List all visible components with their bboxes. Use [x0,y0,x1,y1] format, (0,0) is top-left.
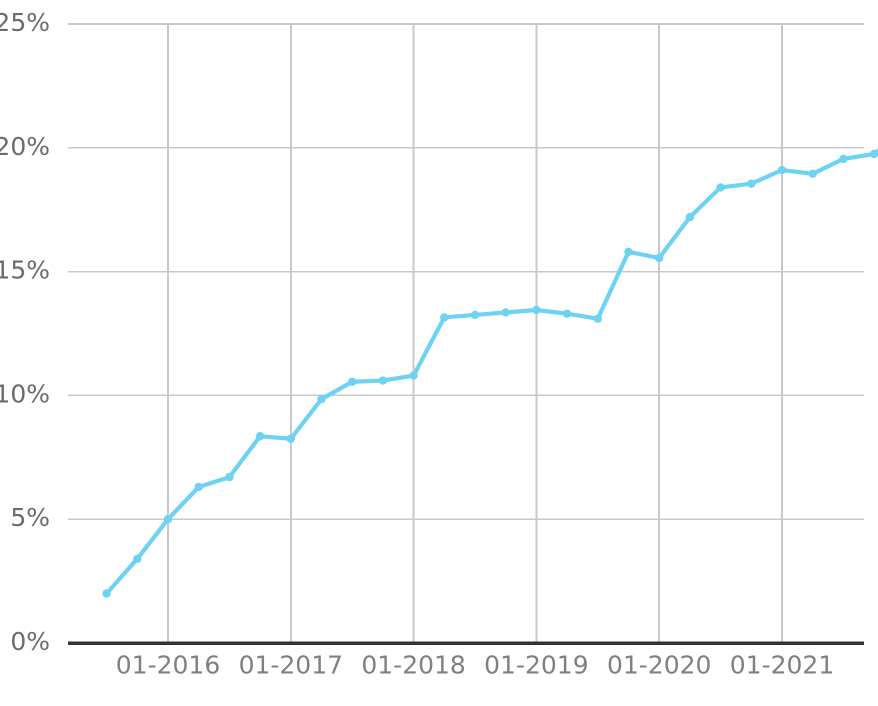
data-point-marker[interactable]: 2017-10: 10.6% [378,376,388,385]
data-point-marker[interactable]: 2016-01: 5% [163,515,173,524]
data-series-line [104,148,878,596]
y-axis-tick-labels: 0% 5% 10% 15% 20% 25% [0,8,50,656]
vertical-gridlines [167,24,783,643]
x-tick-label-01-2018: 01-2018 [361,650,465,679]
horizontal-gridlines [68,23,864,521]
x-axis-tick-labels: 01-2016 01-2017 01-2018 01-2019 01-2020 01-20… [116,650,834,679]
data-point-marker[interactable]: 2015-07: 2% [102,589,111,598]
data-point-marker[interactable]: 2018-10: 13.35% [501,308,510,317]
x-tick-label-01-2017: 01-2017 [239,650,343,679]
data-point-marker[interactable]: 2021-01: 19.1% [777,165,787,175]
y-tick-label-20%: 20% [0,132,50,161]
y-tick-label-0%: 0% [10,627,50,656]
x-tick-label-01-2016: 01-2016 [116,650,220,679]
data-point-marker[interactable]: 2018-01: 10.8% [409,371,418,380]
data-point-marker[interactable]: 2019-07: 13.1% [593,314,602,323]
data-point-marker[interactable]: 2016-04: 6.3% [194,482,203,492]
y-tick-label-10%: 10% [0,379,50,408]
data-point-marker[interactable]: 2020-04: 17.2% [685,212,695,222]
data-point-marker[interactable]: 2016-10: 8.35% [255,432,265,441]
y-tick-label-5%: 5% [10,503,50,532]
data-point-marker[interactable]: 2017-07: 10.55% [348,377,357,386]
data-point-marker[interactable]: 2018-04: 13.15% [440,313,449,322]
data-point-marker[interactable]: 2020-10: 18.55% [747,179,756,188]
y-tick-label-25%: 25% [0,8,50,37]
data-point-marker[interactable]: 2021-07: 19.55% [839,154,848,164]
x-tick-label-01-2021: 01-2021 [730,650,834,679]
data-point-marker[interactable]: 2017-04: 9.85% [317,394,326,404]
data-point-marker[interactable]: 2020-01: 15.55% [655,253,664,263]
data-point-marker[interactable]: 2017-01: 8.25% [286,434,295,443]
x-tick-label-01-2019: 01-2019 [484,650,588,679]
data-point-marker[interactable]: 2019-01: 13.45% [532,305,541,315]
data-point-marker[interactable]: 2016-07: 6.7% [225,472,234,482]
y-tick-label-15%: 15% [0,256,50,285]
data-point-marker[interactable]: 2018-07: 13.25% [470,310,480,320]
x-tick-label-01-2020: 01-2020 [607,650,711,679]
data-point-marker[interactable]: 2021-04: 18.95% [808,169,817,178]
data-point-markers: 2015-07: 2% 2015-10: 3.4% 2016-01: 5% 2016-… [102,149,878,598]
data-point-marker[interactable]: 2020-07: 18.4% [716,183,725,192]
series-path-share [104,148,878,596]
data-point-marker[interactable]: 2019-10: 15.8% [624,247,633,256]
data-point-marker[interactable]: 2015-10: 3.4% [133,554,142,564]
data-point-marker[interactable]: 2021-10: 19.75% [869,149,878,159]
data-point-marker[interactable]: 2019-04: 13.3% [562,309,572,318]
